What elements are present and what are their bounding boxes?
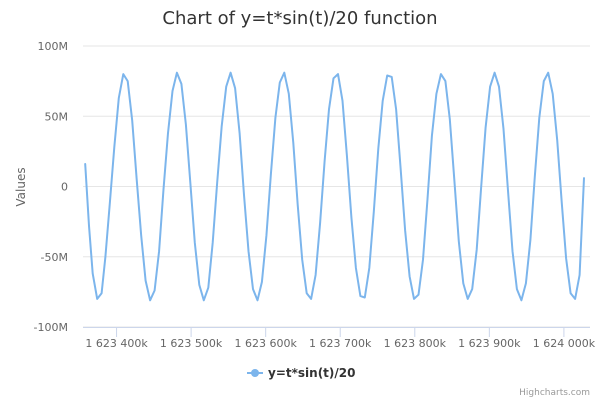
legend[interactable]: y=t*sin(t)/20 (247, 366, 355, 380)
x-tick-label: 1 623 800k (384, 337, 447, 350)
credits-link[interactable]: Highcharts.com (519, 388, 590, 398)
y-tick-label: -50M (41, 251, 68, 264)
x-tick-label: 1 623 600k (234, 337, 297, 350)
x-tick-label: 1 623 900k (458, 337, 521, 350)
y-axis-title: Values (14, 167, 28, 206)
x-axis: 1 623 400k 1 623 500k 1 623 600k 1 623 700k… (83, 327, 596, 350)
x-tick-label: 1 624 000k (533, 337, 596, 350)
x-tick-label: 1 623 500k (160, 337, 223, 350)
x-tick-label: 1 623 700k (309, 337, 372, 350)
y-tick-label: 0 (61, 181, 68, 194)
x-tick-label: 1 623 400k (85, 337, 148, 350)
legend-marker-icon (251, 369, 259, 377)
y-axis: 100M 50M 0 -50M -100M (34, 40, 68, 334)
y-tick-label: 50M (45, 110, 69, 123)
series-line[interactable] (84, 71, 585, 302)
legend-item-label[interactable]: y=t*sin(t)/20 (268, 366, 355, 380)
series-layer (84, 71, 585, 302)
y-tick-label: 100M (38, 40, 69, 53)
grid-lines (83, 45, 590, 328)
y-tick-label: -100M (34, 321, 68, 334)
chart-title: Chart of y=t*sin(t)/20 function (162, 8, 437, 29)
